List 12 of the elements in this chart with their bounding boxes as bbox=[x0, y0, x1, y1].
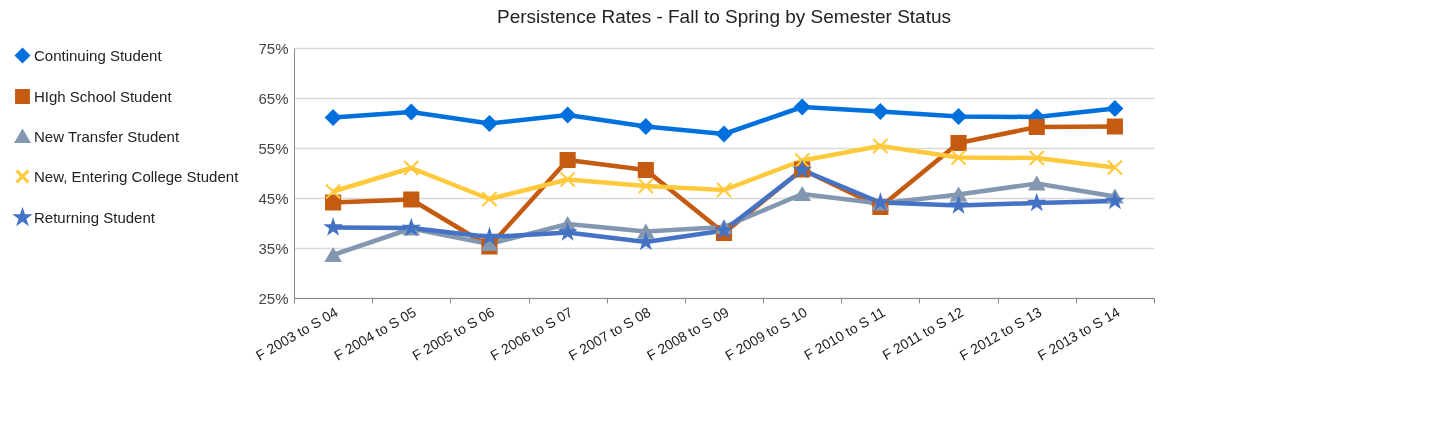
y-tick-label: 65% bbox=[258, 89, 289, 107]
legend-label: New, Entering College Student bbox=[34, 167, 240, 185]
legend-label: HIgh School Student bbox=[34, 87, 173, 105]
y-tick-label: 75% bbox=[258, 39, 289, 57]
legend-label: Returning Student bbox=[34, 208, 156, 226]
y-tick-label: 55% bbox=[258, 139, 289, 157]
legend-label: New Transfer Student bbox=[34, 127, 180, 145]
chart-title: Persistence Rates - Fall to Spring by Semester Status bbox=[496, 6, 952, 27]
y-tick-label: 45% bbox=[258, 189, 289, 207]
y-tick-label: 35% bbox=[258, 239, 289, 257]
legend-label: Continuing Student bbox=[34, 46, 163, 64]
y-tick-label: 25% bbox=[258, 289, 289, 307]
